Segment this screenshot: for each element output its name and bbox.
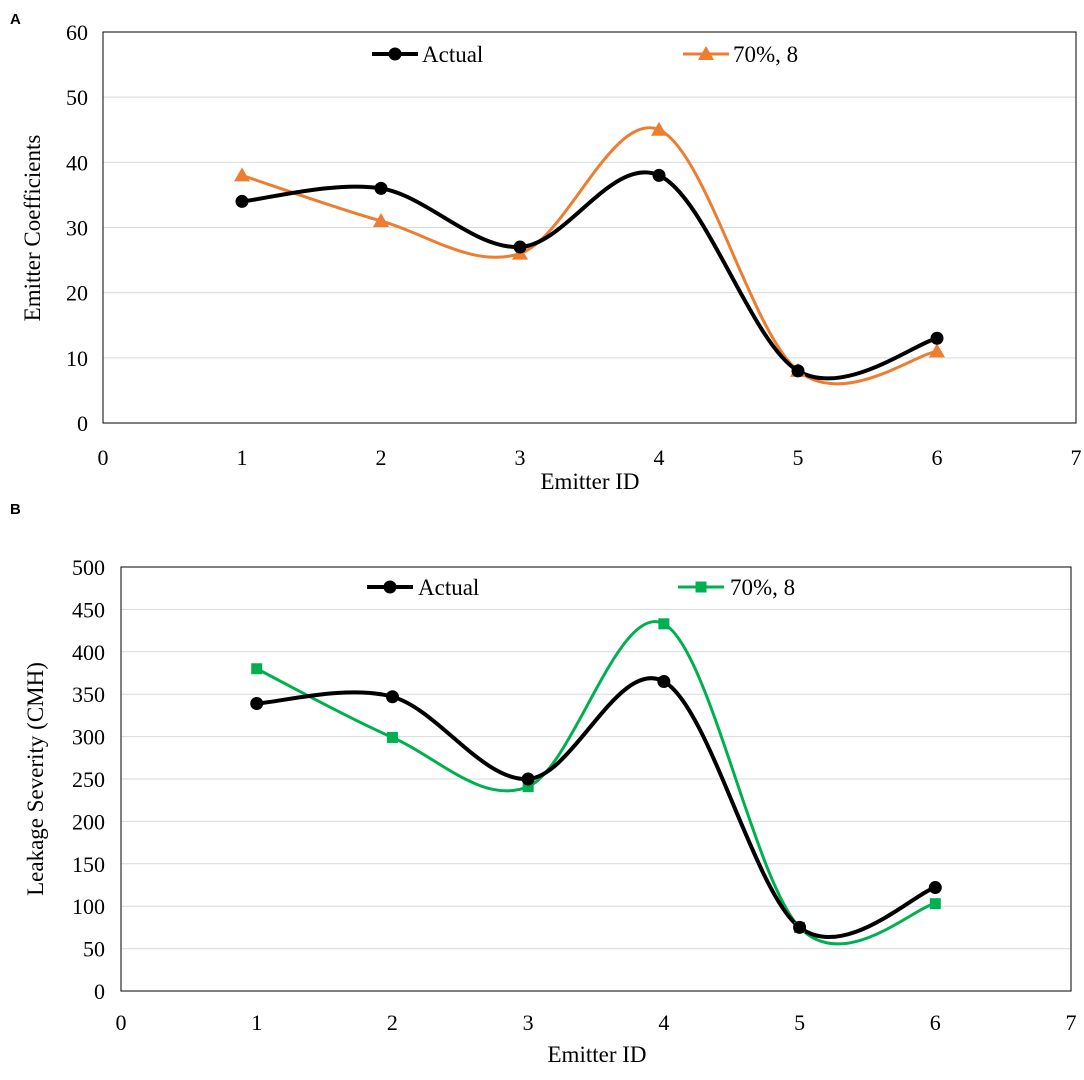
y-tick-label: 40 — [66, 150, 88, 175]
y-tick-label: 0 — [94, 979, 105, 1004]
series-0-point — [250, 697, 264, 711]
x-tick-label: 1 — [237, 445, 248, 470]
chart-panel-b: B 0 50 100 150 200 250 300 350 400 450 500 0 1 2 3 4 5 6 7 E… — [10, 501, 1077, 1067]
y-tick-label: 20 — [66, 281, 88, 306]
x-tick-label: 7 — [1071, 445, 1082, 470]
x-tick-label: 0 — [116, 1010, 127, 1035]
plot-area-frame — [102, 31, 1077, 424]
legend-marker — [383, 580, 397, 594]
series-0-point — [793, 920, 807, 934]
y-tick-label: 250 — [72, 767, 105, 792]
plot-area-frame — [120, 566, 1072, 992]
y-tick-label: 150 — [72, 852, 105, 877]
y-axis-title: Emitter Coefficients — [20, 135, 45, 322]
chart-panel-a: A 0 10 20 30 40 50 60 0 1 2 3 4 5 6 7 Emitter ID Emitter … — [10, 11, 1082, 494]
series-0-point — [652, 168, 666, 182]
series-0-point — [513, 240, 527, 254]
series-0-point — [385, 690, 399, 704]
legend-label: 70%, 8 — [730, 575, 795, 600]
series-0-point — [235, 194, 249, 208]
x-tick-label: 3 — [523, 1010, 534, 1035]
series-line-0 — [241, 170, 938, 381]
x-tick-label: 5 — [794, 1010, 805, 1035]
series-line-1 — [256, 620, 936, 946]
x-tick-label: 2 — [387, 1010, 398, 1035]
y-tick-label: 0 — [77, 411, 88, 436]
y-tick-label: 400 — [72, 640, 105, 665]
panel-letter: B — [10, 501, 21, 518]
series-1-point — [522, 781, 534, 793]
legend-label: 70%, 8 — [733, 42, 798, 67]
y-tick-label: 450 — [72, 597, 105, 622]
series-1-point — [929, 898, 941, 910]
y-tick-label: 350 — [72, 682, 105, 707]
x-tick-label: 5 — [793, 445, 804, 470]
series-1-point — [651, 121, 667, 136]
y-tick-label: 300 — [72, 725, 105, 750]
series-0-point — [928, 881, 942, 895]
x-tick-label: 4 — [658, 1010, 669, 1035]
series-0-point — [374, 181, 388, 195]
panel-letter: A — [10, 11, 21, 28]
series-0-point — [930, 331, 944, 345]
y-tick-label: 500 — [72, 555, 105, 580]
y-axis-title: Leakage Severity (CMH) — [23, 662, 48, 896]
series-1-point — [658, 618, 670, 630]
x-tick-label: 4 — [654, 445, 665, 470]
series-1-point — [251, 663, 263, 675]
series-0-point — [521, 772, 535, 786]
x-axis-title: Emitter ID — [548, 1042, 647, 1067]
series-1-point — [386, 731, 398, 743]
series-1-point — [373, 212, 389, 227]
legend-marker — [698, 46, 714, 60]
y-tick-label: 200 — [72, 809, 105, 834]
x-tick-label: 0 — [98, 445, 109, 470]
series-1-point — [234, 167, 250, 182]
y-tick-label: 50 — [66, 85, 88, 110]
x-tick-label: 3 — [515, 445, 526, 470]
series-0-point — [791, 364, 805, 378]
y-tick-label: 30 — [66, 216, 88, 241]
x-tick-label: 1 — [251, 1010, 262, 1035]
y-tick-label: 100 — [72, 894, 105, 919]
series-0-point — [657, 674, 671, 688]
x-tick-label: 6 — [932, 445, 943, 470]
x-axis-title: Emitter ID — [541, 469, 640, 494]
x-tick-label: 7 — [1066, 1010, 1077, 1035]
legend-label: Actual — [418, 575, 479, 600]
legend-marker — [388, 47, 402, 61]
legend-label: Actual — [422, 42, 483, 67]
x-tick-label: 2 — [376, 445, 387, 470]
series-line-0 — [256, 676, 936, 940]
x-tick-label: 6 — [930, 1010, 941, 1035]
series-line-1 — [241, 126, 938, 386]
y-tick-label: 50 — [83, 937, 105, 962]
legend-marker — [695, 581, 707, 593]
y-tick-label: 60 — [66, 20, 88, 45]
y-tick-label: 10 — [66, 346, 88, 371]
series-1-point — [929, 343, 945, 358]
